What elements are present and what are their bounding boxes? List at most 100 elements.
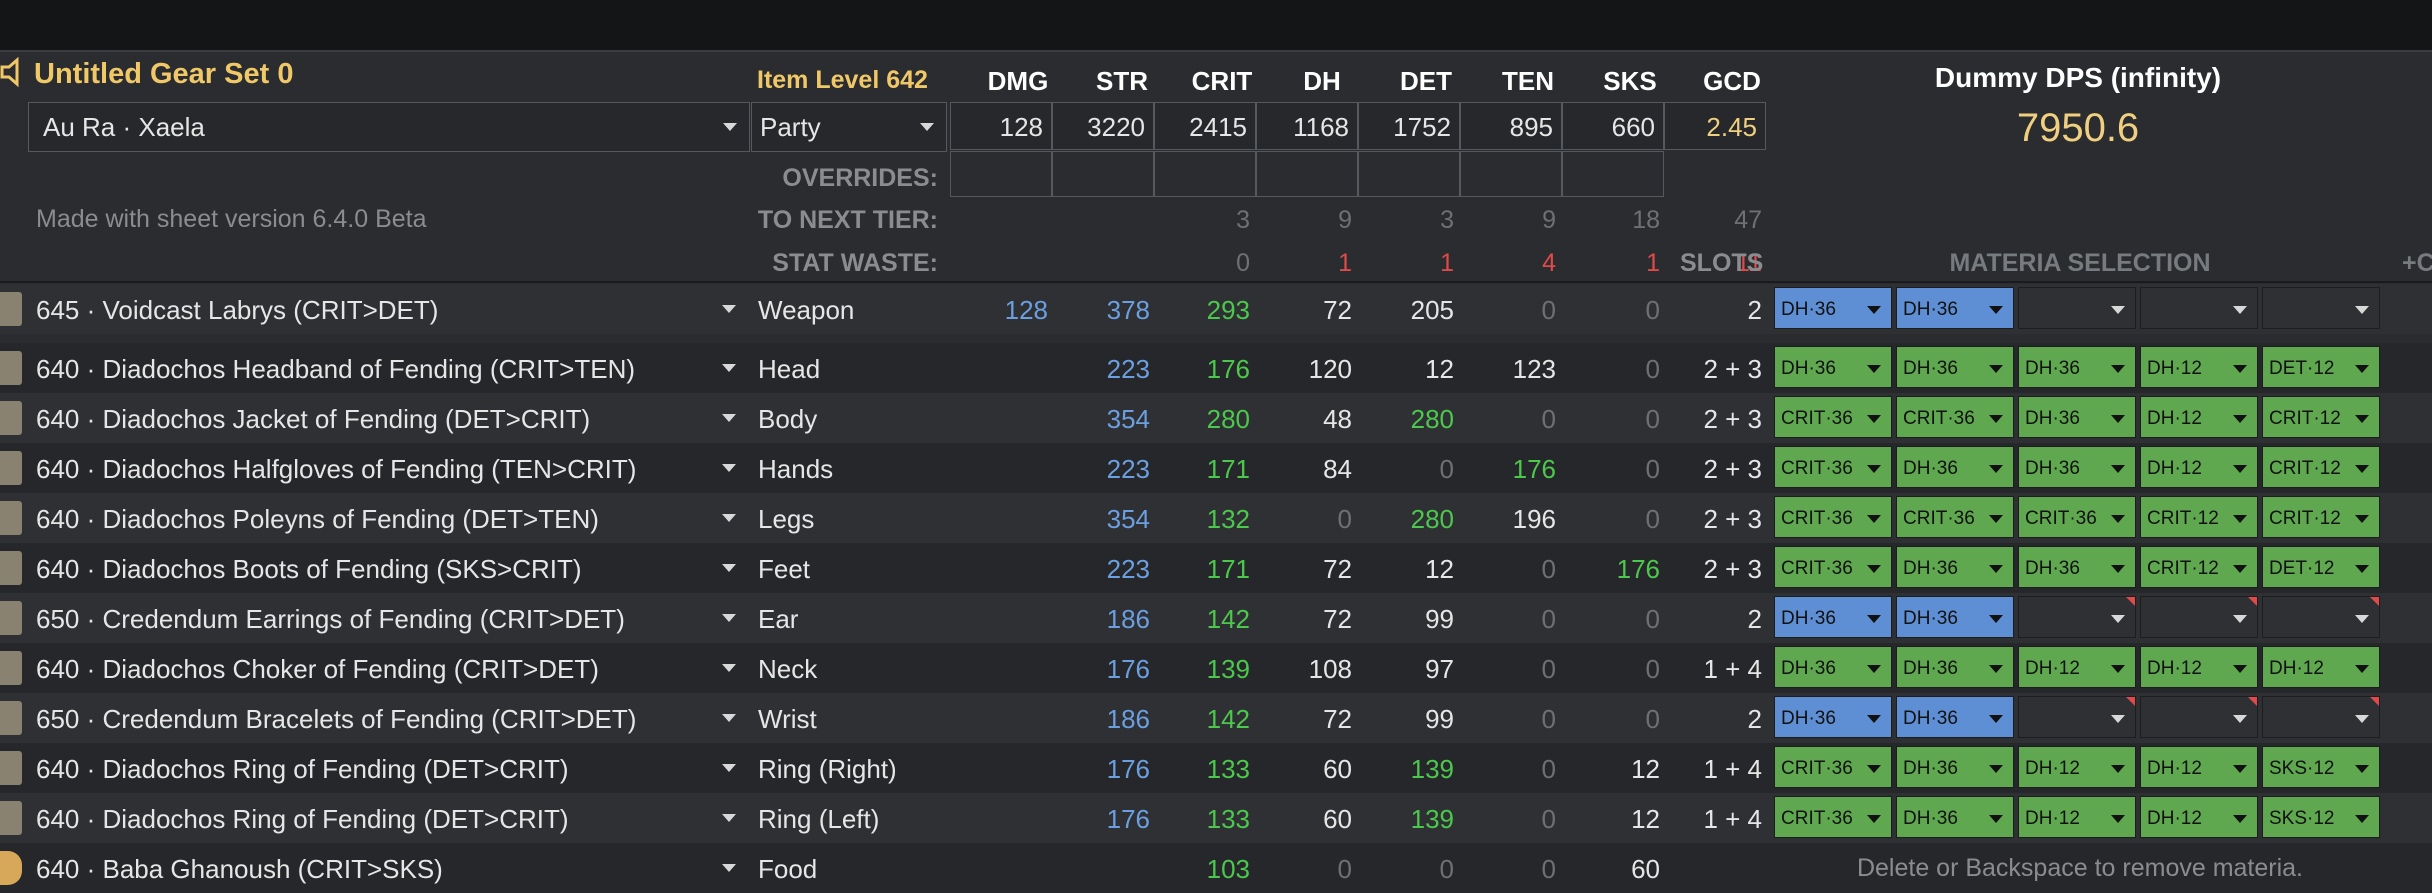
materia-select[interactable]: CRIT·36 xyxy=(1896,396,2014,438)
materia-select[interactable]: SKS·12 xyxy=(2262,746,2380,788)
chevron-down-icon xyxy=(1989,765,2003,773)
materia-select[interactable]: DH·36 xyxy=(1774,646,1892,688)
materia-select[interactable]: DH·12 xyxy=(2140,396,2258,438)
materia-select[interactable]: CRIT·12 xyxy=(2262,446,2380,488)
chevron-down-icon[interactable] xyxy=(722,414,736,422)
materia-select[interactable]: DH·12 xyxy=(2018,646,2136,688)
gear-item-name[interactable]: 640 · Baba Ghanoush (CRIT>SKS) xyxy=(36,854,443,884)
materia-select[interactable]: DH·36 xyxy=(1774,346,1892,388)
materia-select[interactable]: DH·36 xyxy=(2018,546,2136,588)
chevron-down-icon xyxy=(1867,565,1881,573)
materia-select[interactable]: DH·36 xyxy=(1896,746,2014,788)
chevron-down-icon[interactable] xyxy=(722,364,736,372)
materia-select[interactable]: DH·12 xyxy=(2140,646,2258,688)
gear-item-name[interactable]: 640 · Diadochos Headband of Fending (CRI… xyxy=(36,354,636,384)
materia-select[interactable]: DET·12 xyxy=(2262,346,2380,388)
stat-override-input[interactable] xyxy=(1460,151,1562,197)
stat-override-input[interactable] xyxy=(1562,151,1664,197)
party-dropdown[interactable]: Party xyxy=(751,102,947,152)
materia-select[interactable] xyxy=(2140,596,2258,638)
materia-select[interactable]: DH·36 xyxy=(2018,446,2136,488)
materia-select[interactable]: CRIT·12 xyxy=(2262,396,2380,438)
materia-select[interactable]: DH·36 xyxy=(1896,646,2014,688)
chevron-down-icon[interactable] xyxy=(722,514,736,522)
materia-slots-count: 2 + 3 xyxy=(1703,454,1762,484)
gear-item-name[interactable]: 645 · Voidcast Labrys (CRIT>DET) xyxy=(36,295,439,325)
chevron-down-icon[interactable] xyxy=(722,564,736,572)
materia-select[interactable]: CRIT·36 xyxy=(1774,446,1892,488)
materia-select[interactable]: SKS·12 xyxy=(2262,796,2380,838)
materia-select[interactable]: DH·12 xyxy=(2140,346,2258,388)
materia-select[interactable]: DH·36 xyxy=(2018,396,2136,438)
materia-select[interactable]: DH·12 xyxy=(2140,796,2258,838)
gear-item-name[interactable]: 640 · Diadochos Ring of Fending (DET>CRI… xyxy=(36,804,569,834)
materia-select[interactable]: CRIT·36 xyxy=(1896,496,2014,538)
gear-item-name[interactable]: 650 · Credendum Earrings of Fending (CRI… xyxy=(36,604,625,634)
gear-item-name[interactable]: 640 · Diadochos Halfgloves of Fending (T… xyxy=(36,454,637,484)
chevron-down-icon xyxy=(2355,815,2369,823)
materia-select[interactable]: DH·36 xyxy=(1774,287,1892,329)
chevron-down-icon[interactable] xyxy=(722,714,736,722)
gear-item-name[interactable]: 640 · Diadochos Ring of Fending (DET>CRI… xyxy=(36,754,569,784)
chevron-down-icon[interactable] xyxy=(722,305,736,313)
materia-select[interactable]: CRIT·36 xyxy=(1774,796,1892,838)
stat-override-input[interactable] xyxy=(1052,151,1154,197)
materia-select[interactable]: DET·12 xyxy=(2262,546,2380,588)
materia-select[interactable]: CRIT·12 xyxy=(2140,496,2258,538)
gear-set-title[interactable]: Untitled Gear Set 0 xyxy=(34,58,294,90)
materia-select[interactable]: CRIT·12 xyxy=(2262,496,2380,538)
materia-select[interactable] xyxy=(2262,596,2380,638)
materia-select[interactable] xyxy=(2140,287,2258,329)
chevron-down-icon[interactable] xyxy=(722,614,736,622)
chevron-down-icon[interactable] xyxy=(722,464,736,472)
materia-select[interactable]: DH·12 xyxy=(2140,746,2258,788)
materia-select[interactable]: DH·12 xyxy=(2140,446,2258,488)
item-level: Item Level 642 xyxy=(757,66,928,94)
chevron-down-icon[interactable] xyxy=(722,664,736,672)
stat-override-input[interactable] xyxy=(950,151,1052,197)
chevron-down-icon[interactable] xyxy=(722,864,736,872)
speaker-icon[interactable] xyxy=(0,56,28,88)
materia-select[interactable]: DH·36 xyxy=(1896,346,2014,388)
materia-select[interactable]: DH·12 xyxy=(2262,646,2380,688)
materia-select[interactable]: CRIT·36 xyxy=(2018,496,2136,538)
materia-select[interactable]: DH·36 xyxy=(1774,696,1892,738)
materia-select[interactable]: CRIT·36 xyxy=(1774,546,1892,588)
materia-select[interactable]: DH·36 xyxy=(1896,287,2014,329)
materia-select[interactable] xyxy=(2018,696,2136,738)
chevron-down-icon[interactable] xyxy=(722,814,736,822)
gear-item-name[interactable]: 640 · Diadochos Poleyns of Fending (DET>… xyxy=(36,504,599,534)
materia-select[interactable] xyxy=(2140,696,2258,738)
materia-select[interactable] xyxy=(2018,596,2136,638)
total-stat-value: 128 xyxy=(950,102,1052,150)
gear-item-name[interactable]: 640 · Diadochos Jacket of Fending (DET>C… xyxy=(36,404,591,434)
stat-override-input[interactable] xyxy=(1358,151,1460,197)
gear-slot-label: Feet xyxy=(758,554,811,584)
total-stat-value: 660 xyxy=(1562,102,1664,150)
materia-select[interactable] xyxy=(2262,696,2380,738)
gear-item-name[interactable]: 640 · Diadochos Boots of Fending (SKS>CR… xyxy=(36,554,582,584)
gear-item-name[interactable]: 640 · Diadochos Choker of Fending (CRIT>… xyxy=(36,654,599,684)
materia-select[interactable]: CRIT·36 xyxy=(1774,746,1892,788)
materia-select[interactable]: CRIT·36 xyxy=(1774,496,1892,538)
materia-select[interactable]: DH·36 xyxy=(2018,346,2136,388)
chevron-down-icon[interactable] xyxy=(722,764,736,772)
materia-select[interactable]: DH·12 xyxy=(2018,746,2136,788)
materia-label: DH·36 xyxy=(2025,458,2080,479)
materia-select[interactable]: DH·36 xyxy=(1896,596,2014,638)
materia-select[interactable]: DH·36 xyxy=(1896,546,2014,588)
materia-select[interactable]: CRIT·36 xyxy=(1774,396,1892,438)
race-dropdown[interactable]: Au Ra · Xaela xyxy=(28,102,750,152)
materia-select[interactable]: DH·36 xyxy=(1896,696,2014,738)
materia-select[interactable]: DH·36 xyxy=(1896,446,2014,488)
materia-select[interactable]: CRIT·12 xyxy=(2140,546,2258,588)
materia-select[interactable] xyxy=(2262,287,2380,329)
materia-slots-count: 2 + 3 xyxy=(1703,554,1762,584)
stat-override-input[interactable] xyxy=(1256,151,1358,197)
materia-select[interactable]: DH·12 xyxy=(2018,796,2136,838)
gear-item-name[interactable]: 650 · Credendum Bracelets of Fending (CR… xyxy=(36,704,637,734)
materia-select[interactable] xyxy=(2018,287,2136,329)
materia-select[interactable]: DH·36 xyxy=(1774,596,1892,638)
materia-select[interactable]: DH·36 xyxy=(1896,796,2014,838)
stat-override-input[interactable] xyxy=(1154,151,1256,197)
